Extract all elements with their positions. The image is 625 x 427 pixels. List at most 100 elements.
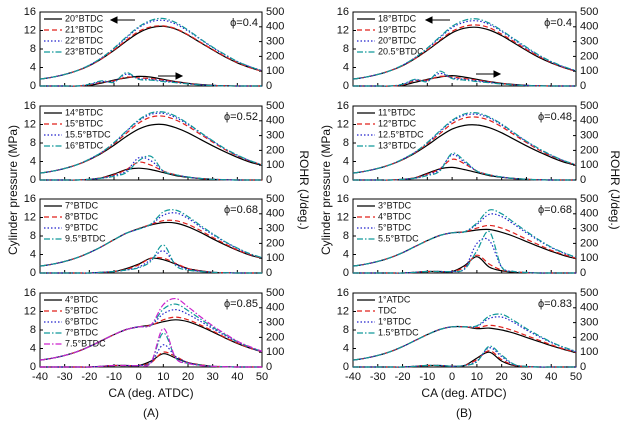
rohr-line (353, 237, 576, 274)
y2-tick-label: 100 (580, 159, 598, 171)
y-tick-label: 12 (24, 24, 36, 36)
y2-tick-label: 200 (580, 144, 598, 156)
x-tick-label: 10 (157, 371, 169, 383)
annotation: ϕ=0.4 (230, 17, 258, 29)
pressure-line (39, 25, 263, 80)
legend-label: 4°BTDC (65, 294, 99, 304)
legend-label: 5.5°BTDC (378, 233, 419, 243)
y2-tick-label: 100 (266, 346, 284, 358)
y2-tick-label: 200 (266, 237, 284, 249)
rohr-line (352, 74, 576, 87)
legend-label: 22°BTDC (65, 35, 104, 45)
y-tick-label: 0 (30, 80, 36, 92)
y-tick-label: 8 (30, 230, 36, 242)
pressure-line (352, 324, 577, 361)
pressure-line (352, 116, 577, 174)
y2-tick-label: 300 (580, 223, 598, 235)
panel: 0 4 8 12 16 0 100 200 300 400 500 14°BTDC15°BTDC15.… (24, 100, 285, 186)
legend-label: 7.5°BTDC (65, 338, 106, 348)
y-tick-label: 4 (30, 61, 36, 73)
y2-tick-label: 500 (580, 100, 598, 112)
annotation: ϕ=0.52 (224, 111, 258, 123)
panel: 0 4 8 12 16 0 100 200 300 400 500 20°BTDC21°BTDC22°… (24, 6, 285, 92)
y-tick-label: 16 (337, 287, 349, 299)
legend-label: 23°BTDC (65, 46, 104, 56)
pressure-line (352, 18, 577, 80)
rohr-line (353, 345, 576, 368)
y2-tick-label: 300 (266, 317, 284, 329)
legend-label: 21°BTDC (65, 24, 104, 34)
legend-label: 12.5°BTDC (378, 129, 424, 139)
arrow-head (175, 72, 184, 80)
rohr-line (353, 230, 576, 274)
y-tick-label: 12 (24, 211, 36, 223)
y2-tick-label: 0 (580, 174, 586, 186)
y2-tick-label: 300 (266, 36, 284, 48)
annotation: ϕ=0.48 (538, 111, 572, 123)
rohr-line (352, 72, 576, 87)
arrow-head (424, 16, 433, 24)
y-tick-label: 8 (343, 137, 349, 149)
y2-tick-label: 500 (266, 287, 284, 299)
legend-label: 8°BTDC (65, 211, 99, 221)
y2-tick-label: 200 (266, 331, 284, 343)
y-tick-label: 12 (24, 118, 36, 130)
annotation: ϕ=0.68 (224, 204, 258, 216)
y-tick-label: 12 (337, 118, 349, 130)
y-tick-label: 16 (24, 193, 36, 205)
panel-label: (A) (143, 406, 159, 420)
y2-tick-label: 400 (580, 302, 598, 314)
y-tick-label: 8 (30, 324, 36, 336)
y-tick-label: 16 (24, 100, 36, 112)
y2-tick-label: 0 (266, 174, 272, 186)
rohr-line (40, 353, 262, 368)
pressure-line (39, 297, 263, 361)
x-tick-label: 10 (471, 371, 483, 383)
y-tick-label: 12 (337, 24, 349, 36)
x-axis-label: CA (deg. ATDC) (421, 386, 506, 400)
rohr-line (40, 156, 262, 181)
legend-label: TDC (378, 305, 397, 315)
legend-label: 20°BTDC (378, 35, 417, 45)
y2-tick-label: 200 (580, 331, 598, 343)
y-tick-label: 4 (343, 155, 349, 167)
rohr-line (40, 351, 262, 368)
y-tick-label: 8 (343, 43, 349, 55)
y-tick-label: 4 (343, 342, 349, 354)
legend-label: 9°BTDC (65, 222, 99, 232)
pressure-line (39, 115, 263, 174)
y2-tick-label: 300 (580, 317, 598, 329)
y-tick-label: 12 (337, 305, 349, 317)
rohr-line (39, 76, 262, 87)
panel: 0 4 8 12 16 0 100 200 300 400 500 11°BTDC12°BTDC12.… (337, 100, 599, 186)
pressure-line (39, 209, 263, 267)
annotation: ϕ=0.85 (224, 298, 258, 310)
y-tick-label: 12 (24, 305, 36, 317)
y2-axis-label: ROHR (J/deg.) (608, 150, 622, 229)
x-tick-label: -20 (81, 371, 97, 383)
y2-tick-label: 200 (266, 144, 284, 156)
y2-tick-label: 400 (266, 115, 284, 127)
legend-label: 7°BTDC (65, 327, 99, 337)
legend-label: 11°BTDC (378, 107, 416, 117)
y2-tick-label: 100 (266, 65, 284, 77)
y-axis-label: Cylinder pressure (MPa) (319, 125, 333, 255)
legend-label: 13°BTDC (378, 140, 417, 150)
y2-tick-label: 300 (580, 36, 598, 48)
y-tick-label: 0 (343, 174, 349, 186)
y-tick-label: 0 (30, 174, 36, 186)
panel: 0 4 8 12 16 0 100 200 300 400 500 7°BTDC8°BTDC9°BTD… (24, 193, 285, 279)
rohr-line (353, 152, 576, 181)
rohr-line (353, 154, 576, 181)
annotation: ϕ=0.4 (544, 17, 572, 29)
y-tick-label: 4 (30, 155, 36, 167)
y2-tick-label: 300 (266, 130, 284, 142)
pressure-line (352, 112, 577, 174)
rohr-line (352, 70, 576, 87)
y-tick-label: 0 (30, 361, 36, 373)
y2-tick-label: 0 (266, 361, 272, 373)
arrow-head (493, 70, 502, 78)
y-tick-label: 8 (343, 324, 349, 336)
y-tick-label: 4 (343, 248, 349, 260)
x-tick-label: 0 (449, 371, 455, 383)
